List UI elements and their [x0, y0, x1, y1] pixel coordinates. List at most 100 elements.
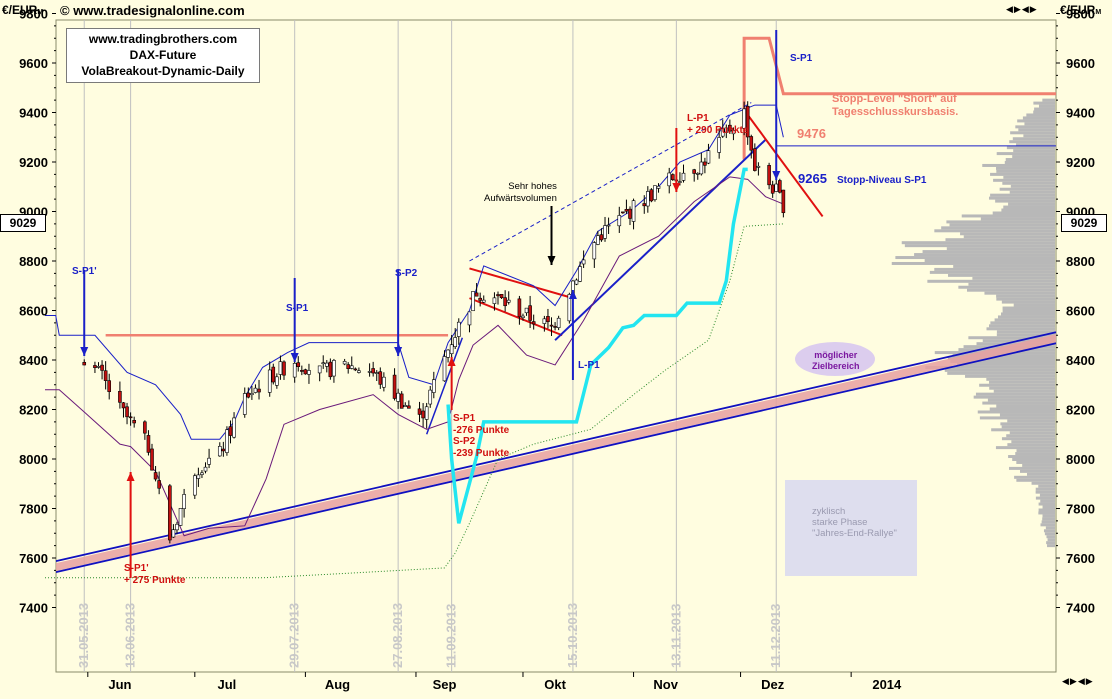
label-lp1-blue: L-P1 [578, 360, 600, 371]
candle-body-120 [681, 172, 686, 181]
candle-body-96 [567, 294, 572, 322]
candle-body-27 [221, 448, 226, 452]
ytick-label-left-3: 8000 [19, 452, 48, 467]
candle-body-107 [621, 211, 625, 214]
candle-body-134 [753, 148, 757, 171]
date-label-4: 11.09.2013 [444, 604, 459, 668]
candle-body-39 [278, 361, 283, 375]
label-stop-short: Stopp-Level "Short" auf Tagesschlusskurs… [832, 93, 959, 118]
ytick-label-left-10: 9400 [19, 106, 48, 121]
candle-body-111 [642, 203, 647, 207]
candle-body-90 [531, 321, 536, 325]
candle-body-37 [271, 366, 276, 383]
ytick-label-right-2: 7800 [1066, 502, 1095, 517]
candle-body-71 [442, 356, 447, 382]
candle-body-73 [449, 344, 454, 355]
candle-body-66 [417, 408, 422, 415]
candle-body-99 [578, 266, 582, 282]
breakout-line [425, 337, 464, 435]
candle-body-21 [193, 475, 197, 496]
date-label-0: 31.05.2013 [76, 603, 91, 668]
candle-body-105 [606, 224, 611, 227]
upper-dashed-line [469, 102, 752, 262]
candle-body-116 [667, 172, 672, 187]
ytick-label-left-2: 7800 [19, 502, 48, 517]
date-label-1: 13.06.2013 [123, 603, 138, 668]
title-line-2: DAX-Future [129, 48, 197, 62]
price-tag-left: 9029 [0, 214, 46, 232]
candle-body-101 [592, 242, 597, 260]
candle-body-54 [353, 368, 358, 371]
candle-body-64 [403, 405, 408, 407]
candle-body-108 [624, 209, 629, 212]
ytick-label-right-12: 9800 [1066, 7, 1095, 22]
lower-envelope [45, 176, 784, 537]
candle-body-140 [781, 189, 786, 214]
ytick-label-left-7: 8800 [19, 254, 48, 269]
ytick-label-right-10: 9400 [1066, 106, 1095, 121]
candle-body-10 [132, 420, 136, 424]
title-line-1: www.tradingbrothers.com [88, 32, 238, 46]
candle-body-2 [96, 366, 101, 368]
candle-body-70 [432, 379, 436, 393]
candle-body-117 [670, 174, 675, 181]
candle-body-50 [332, 360, 336, 377]
dec-downtrend-line [743, 109, 824, 218]
candle-body-75 [456, 321, 461, 337]
left-unit-label: €/EURM [2, 3, 44, 17]
candle-body-81 [492, 297, 497, 304]
candle-body-57 [371, 368, 375, 374]
arrow-sp1-prime-red-head [126, 472, 135, 481]
trend-line-lower [55, 342, 1057, 574]
candle-body-133 [749, 136, 754, 151]
candle-body-88 [524, 307, 529, 314]
copyright-label: © www.tradesignalonline.com [60, 3, 245, 18]
label-stop-sp1: Stopp-Niveau S-P1 [837, 175, 927, 186]
candle-body-103 [599, 234, 604, 241]
ytick-label-left-11: 9600 [19, 56, 48, 71]
ytick-label-left-12: 9800 [19, 7, 48, 22]
candle-body-17 [171, 529, 176, 538]
bear-channel-lower [469, 297, 563, 337]
price-tag-right: 9029 [1061, 214, 1107, 232]
candle-body-35 [257, 388, 261, 393]
candle-body-19 [178, 508, 183, 526]
candle-body-86 [517, 298, 522, 318]
candle-body-1 [93, 365, 97, 368]
candle-body-20 [182, 494, 186, 509]
candle-body-55 [357, 370, 361, 373]
label-stop-short-value: 9476 [797, 126, 826, 141]
ytick-label-right-5: 8400 [1066, 353, 1095, 368]
month-label-2: Aug [325, 677, 350, 692]
candle-body-138 [774, 183, 779, 192]
ytick-label-left-6: 8600 [19, 304, 48, 319]
ytick-label-right-6: 8600 [1066, 304, 1095, 319]
candle-body-69 [428, 389, 433, 405]
ytick-label-left-1: 7600 [19, 551, 48, 566]
candle-body-18 [175, 523, 179, 531]
candle-body-137 [770, 184, 775, 194]
date-label-3: 27.08.2013 [390, 603, 405, 668]
corner-buttons[interactable]: ◀▶◀▶ [1062, 676, 1094, 686]
trend-band [56, 334, 1056, 572]
candle-body-115 [656, 185, 661, 189]
candle-body-119 [678, 181, 682, 183]
month-label-6: Dez [761, 677, 785, 692]
candle-body-85 [506, 299, 511, 303]
label-sp1-prime-red: S-P1' + 275 Punkte [124, 563, 186, 586]
candle-body-3 [100, 364, 104, 371]
month-label-0: Jun [108, 677, 131, 692]
candle-body-25 [207, 457, 211, 465]
candle-body-14 [153, 472, 158, 480]
candle-body-31 [242, 393, 247, 415]
candle-body-74 [453, 337, 458, 347]
candle-body-47 [321, 362, 326, 365]
label-sp1-red: S-P1 -276 Punkte [453, 413, 510, 436]
candle-body-106 [617, 215, 622, 227]
candle-body-38 [275, 376, 279, 386]
scroll-buttons[interactable]: ◀▶◀▶ [1006, 4, 1038, 14]
candle-body-23 [200, 472, 204, 475]
ytick-label-left-4: 8200 [19, 403, 48, 418]
candle-body-60 [382, 376, 386, 388]
label-sp2-red: S-P2 -239 Punkte [453, 436, 510, 459]
